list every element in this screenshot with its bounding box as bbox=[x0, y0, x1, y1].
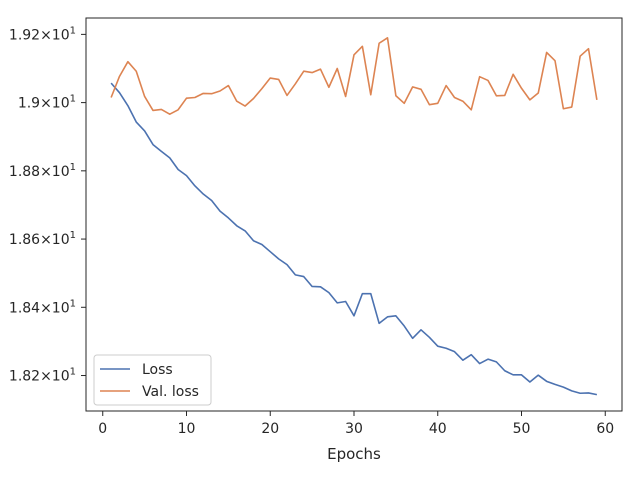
y-axis-ticks: 1.82×101 1.84×101 1.86×101 1.88×101 1.9×101 1… bbox=[9, 25, 86, 385]
x-tick-label: 30 bbox=[345, 421, 363, 437]
y-tick-label: 1.86×101 bbox=[9, 230, 76, 248]
x-tick-label: 0 bbox=[98, 421, 107, 437]
x-tick-label: 20 bbox=[261, 421, 279, 437]
y-tick-label: 1.9×101 bbox=[18, 94, 76, 112]
y-tick-label: 1.84×101 bbox=[9, 298, 76, 316]
x-axis-label: Epochs bbox=[327, 445, 381, 463]
plot-background bbox=[86, 18, 622, 411]
series-line-val-loss bbox=[110, 36, 598, 115]
y-tick-label: 1.82×101 bbox=[9, 367, 76, 385]
y-tick-label: 1.88×101 bbox=[9, 162, 76, 180]
series-line-loss bbox=[110, 82, 598, 396]
legend-label-loss: Loss bbox=[142, 362, 173, 378]
x-tick-label: 50 bbox=[513, 421, 531, 437]
x-tick-label: 40 bbox=[429, 421, 447, 437]
x-tick-label: 10 bbox=[178, 421, 196, 437]
y-tick-label: 1.92×101 bbox=[9, 25, 76, 43]
legend-label-val-loss: Val. loss bbox=[142, 384, 199, 400]
legend: Loss Val. loss bbox=[93, 354, 212, 406]
x-tick-label: 60 bbox=[596, 421, 614, 437]
series-lines bbox=[110, 36, 598, 396]
legend-box bbox=[93, 354, 212, 406]
x-axis-ticks: 0 10 20 30 40 50 60 bbox=[98, 411, 614, 437]
